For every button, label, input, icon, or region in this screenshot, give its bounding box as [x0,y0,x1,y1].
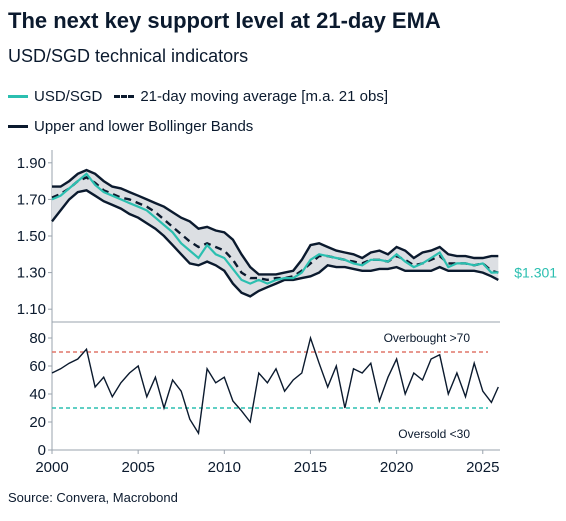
legend-label-bands: Upper and lower Bollinger Bands [34,118,254,135]
overbought-label: Overbought >70 [384,331,471,345]
x-tick-label: 2025 [466,459,499,476]
x-tick-label: 2010 [208,459,241,476]
usdsgd-spot-line [51,172,499,285]
chart-title: The next key support level at 21-day EMA [8,8,441,33]
last-value-label: $1.301 [514,264,557,280]
legend-label-ma: 21-day moving average [m.a. 21 obs] [140,88,388,105]
osc-y-tick-label: 60 [29,358,46,375]
legend-row-2: Upper and lower Bollinger Bands [8,118,253,135]
legend-row-1: USD/SGD 21-day moving average [m.a. 21 o… [8,88,388,105]
bollinger-band-fill [52,170,499,297]
price-y-tick-label: 1.90 [17,155,46,172]
price-y-tick-label: 1.50 [17,228,46,245]
osc-y-tick-label: 0 [38,442,46,459]
legend-swatch-usdsgd [8,95,28,98]
legend-label-usdsgd: USD/SGD [34,88,103,105]
oscillator-line [51,335,499,436]
osc-y-tick-label: 80 [29,330,46,347]
price-y-tick-label: 1.10 [17,301,46,318]
osc-y-tick-label: 20 [29,414,46,431]
legend-swatch-bands [8,125,28,128]
upper-bollinger-band-line [52,168,499,276]
oversold-label: Oversold <30 [398,427,470,441]
x-tick-label: 2015 [294,459,327,476]
legend-swatch-ma [114,95,135,98]
price-y-tick-label: 1.70 [17,191,46,208]
x-tick-label: 2005 [121,459,154,476]
x-tick-label: 2000 [35,459,68,476]
lower-bollinger-band-line [51,189,499,298]
chart-subtitle: USD/SGD technical indicators [8,46,249,66]
moving-average-line [51,176,499,282]
x-tick-label: 2020 [380,459,413,476]
osc-y-tick-label: 40 [29,386,46,403]
source-note: Source: Convera, Macrobond [8,490,178,505]
price-y-tick-label: 1.30 [17,265,46,282]
